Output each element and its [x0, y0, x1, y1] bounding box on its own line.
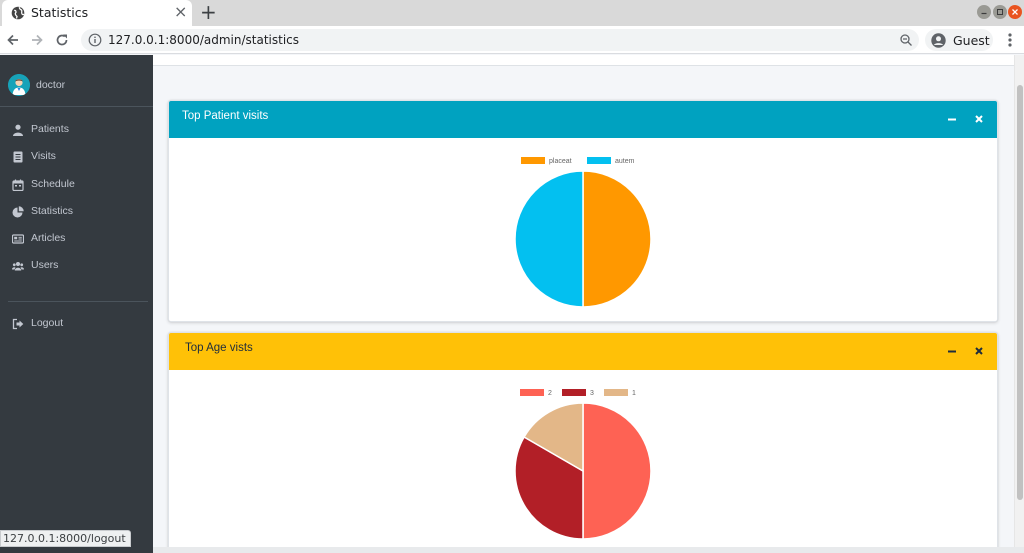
scrollbar-thumb[interactable]	[1017, 85, 1023, 500]
pie-slice-placeat[interactable]	[582, 170, 652, 308]
sidebar-item-users[interactable]: Users	[0, 254, 153, 278]
pie-slice-autem[interactable]	[514, 170, 584, 308]
address-bar[interactable]: 127.0.0.1:8000/admin/statistics	[81, 29, 919, 51]
legend-item[interactable]: autem	[587, 157, 635, 165]
pie-slice-3[interactable]	[514, 435, 584, 540]
newspaper-icon	[12, 234, 24, 244]
legend-label: 1	[632, 390, 636, 397]
sidebar: doctor Patients Visits Schedule Statisti…	[0, 55, 153, 553]
close-icon[interactable]	[972, 112, 986, 126]
card-header: Top Patient visits	[169, 101, 997, 138]
account-icon	[931, 33, 946, 48]
calendar-icon	[12, 179, 24, 191]
legend-item[interactable]: 3	[562, 389, 594, 397]
window-maximize-button[interactable]	[993, 5, 1007, 19]
sidebar-item-articles[interactable]: Articles	[0, 227, 153, 251]
legend-swatch	[520, 389, 544, 396]
info-icon[interactable]	[88, 33, 102, 47]
card-body: 2 3 1	[169, 370, 997, 552]
zoom-icon[interactable]	[899, 33, 913, 47]
sidebar-item-statistics[interactable]: Statistics	[0, 200, 153, 224]
age-visits-pie-chart: 2 3 1	[514, 389, 652, 540]
legend-swatch	[562, 389, 586, 396]
legend-label: placeat	[549, 158, 572, 165]
top-navbar	[153, 55, 1014, 66]
window-close-button[interactable]	[1008, 5, 1022, 19]
legend-swatch	[604, 389, 628, 396]
main-content: Top Patient visits placeat autem Top Age …	[153, 55, 1014, 553]
browser-tab-bar: Statistics × +	[0, 0, 1024, 26]
card-title: Top Patient visits	[182, 110, 269, 122]
legend-swatch	[521, 157, 545, 164]
legend-label: 2	[548, 390, 552, 397]
forward-arrow-icon[interactable]	[29, 32, 45, 48]
user-icon	[13, 124, 23, 136]
globe-icon	[11, 6, 25, 20]
sidebar-divider	[8, 301, 148, 302]
sidebar-item-label: Visits	[31, 150, 56, 162]
legend-item[interactable]: 2	[520, 389, 552, 397]
sign-out-icon	[12, 318, 24, 330]
legend-item[interactable]: placeat	[521, 157, 572, 165]
browser-tab[interactable]: Statistics ×	[2, 0, 192, 26]
url-text[interactable]: 127.0.0.1:8000/admin/statistics	[108, 33, 300, 47]
back-arrow-icon[interactable]	[5, 32, 21, 48]
user-panel[interactable]: doctor	[0, 55, 153, 107]
card-top-age-visits: Top Age vists 2 3 1	[168, 332, 998, 553]
legend-item[interactable]: 1	[604, 389, 636, 397]
pie-slice-2[interactable]	[582, 402, 652, 540]
browser-menu-icon[interactable]	[1003, 31, 1017, 49]
chart-legend: 2 3 1	[520, 389, 636, 397]
card-body: placeat autem	[169, 138, 997, 321]
profile-button[interactable]: Guest	[925, 29, 993, 51]
sidebar-item-label: Patients	[31, 123, 69, 135]
users-icon	[12, 262, 24, 271]
pie-chart-icon	[12, 206, 24, 218]
collapse-icon[interactable]	[945, 112, 959, 126]
reload-icon[interactable]	[54, 32, 70, 48]
sidebar-item-visits[interactable]: Visits	[0, 145, 153, 169]
sidebar-item-logout[interactable]: Logout	[0, 312, 153, 336]
card-title: Top Age vists	[185, 342, 253, 354]
chart-legend: placeat autem	[521, 157, 635, 165]
page-scrollbar[interactable]	[1014, 55, 1024, 553]
sidebar-item-label: Schedule	[31, 178, 75, 190]
close-icon[interactable]	[972, 344, 986, 358]
card-top-patient-visits: Top Patient visits placeat autem	[168, 100, 998, 322]
sidebar-item-label: Articles	[31, 232, 66, 244]
sidebar-item-label: Statistics	[31, 205, 74, 217]
legend-label: 3	[590, 390, 594, 397]
logout-label: Logout	[31, 317, 64, 329]
sidebar-item-label: Users	[31, 259, 59, 271]
tab-title: Statistics	[31, 5, 89, 20]
sidebar-item-schedule[interactable]: Schedule	[0, 173, 153, 197]
avatar	[8, 74, 30, 96]
doctor-avatar-icon	[8, 74, 30, 96]
collapse-icon[interactable]	[945, 344, 959, 358]
profile-name: Guest	[953, 33, 990, 48]
legend-label: autem	[615, 158, 635, 165]
new-tab-button[interactable]: +	[200, 0, 217, 24]
browser-toolbar: 127.0.0.1:8000/admin/statistics Guest	[0, 26, 1024, 54]
status-bar-link-preview: 127.0.0.1:8000/logout	[0, 530, 131, 547]
sidebar-item-patients[interactable]: Patients	[0, 118, 153, 142]
tab-close-icon[interactable]: ×	[174, 2, 188, 21]
legend-swatch	[587, 157, 611, 164]
card-header: Top Age vists	[169, 333, 997, 370]
patient-visits-pie-chart: placeat autem	[514, 157, 652, 308]
bottom-strip	[153, 547, 1024, 553]
window-minimize-button[interactable]	[977, 5, 991, 19]
user-name: doctor	[36, 79, 66, 91]
pie-slice-1[interactable]	[523, 402, 584, 473]
list-icon	[13, 151, 23, 163]
